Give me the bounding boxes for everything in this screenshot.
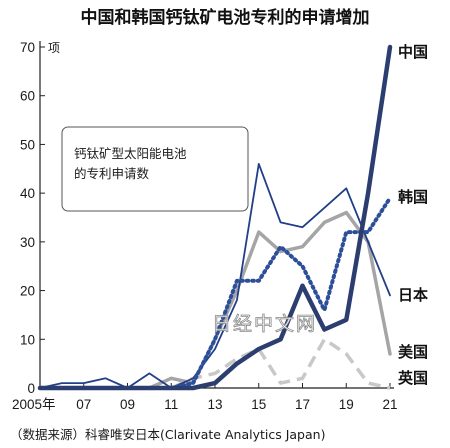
y-tick-label: 60 [20, 89, 35, 104]
y-tick-label: 20 [20, 284, 35, 299]
x-tick-label: 21 [382, 397, 397, 412]
series-line-2 [39, 162, 391, 389]
series-label-3: 美国 [398, 343, 428, 361]
x-tick-label: 2005年 [12, 397, 56, 412]
y-tick-label: 50 [20, 137, 35, 152]
series-group [37, 44, 393, 391]
y-axis-unit: 项 [48, 41, 60, 55]
annotation-line-1: 钙钛矿型太阳能电池 [74, 146, 187, 161]
y-tick-label: 0 [27, 381, 35, 396]
series-label-4: 英国 [398, 369, 428, 387]
axes: 0 10 20 30 40 50 60 70 2005年 07 09 11 13 15 17 19 21 [12, 40, 398, 412]
x-tick-label: 07 [76, 397, 91, 412]
annotation-box: 钙钛矿型太阳能电池 的专利申请数 [61, 126, 249, 212]
series-label-1: 韩国 [398, 188, 428, 206]
x-tick-label: 19 [339, 397, 354, 412]
annotation-frame [61, 126, 249, 212]
x-tick-label: 17 [295, 397, 310, 412]
series-line-3 [38, 210, 392, 390]
series-label-0: 中国 [398, 43, 428, 61]
y-tick-label: 70 [20, 40, 35, 55]
y-tick-label: 10 [20, 332, 35, 347]
chart-title: 中国和韩国钙钛矿电池专利的申请增加 [81, 7, 370, 28]
x-tick-label: 13 [207, 397, 222, 412]
series-line-0 [37, 44, 393, 391]
x-tick-label: 09 [120, 397, 135, 412]
source-note: （数据来源）科睿唯安日本(Clarivate Analytics Japan) [10, 427, 325, 442]
watermark: 日经中文网 [212, 313, 317, 335]
y-tick-label: 30 [20, 235, 35, 250]
y-tick-label: 40 [20, 186, 35, 201]
series-line-1 [38, 196, 392, 390]
x-tick-label: 15 [251, 397, 266, 412]
series-label-2: 日本 [398, 286, 428, 304]
annotation-line-2: 的专利申请数 [74, 166, 150, 181]
x-tick-label: 11 [164, 397, 178, 412]
